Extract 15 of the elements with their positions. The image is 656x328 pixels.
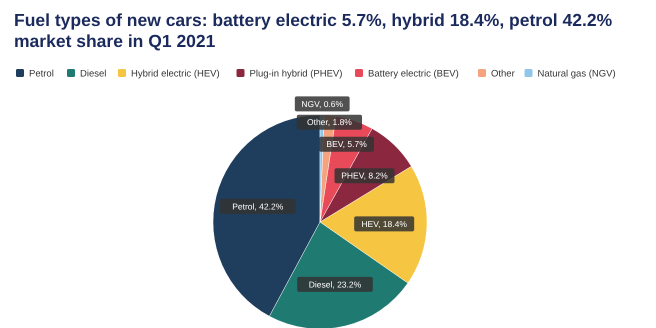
legend-label: Diesel: [80, 68, 106, 80]
legend-label: Battery electric (BEV): [368, 68, 459, 80]
legend-label: Hybrid electric (HEV): [131, 68, 220, 80]
data-label: HEV, 18.4%: [361, 218, 408, 229]
legend-label: Petrol: [29, 68, 54, 80]
data-label: BEV, 5.7%: [326, 139, 368, 150]
legend-label: Plug-in hybrid (PHEV): [250, 68, 342, 80]
legend-label: Natural gas (NGV): [538, 68, 616, 80]
legend-label: Other: [491, 68, 515, 80]
data-label: Petrol, 42.2%: [232, 201, 284, 212]
data-label: Other, 1.8%: [306, 117, 352, 128]
data-label: NGV, 0.6%: [301, 98, 344, 109]
data-label: PHEV, 8.2%: [341, 170, 388, 181]
data-label: Diesel, 23.2%: [308, 279, 362, 290]
chart-title: Fuel types of new cars: battery electric 5.7%, hybrid 18.4%, petrol 42.2% market share in Q1 2021: [14, 10, 613, 51]
